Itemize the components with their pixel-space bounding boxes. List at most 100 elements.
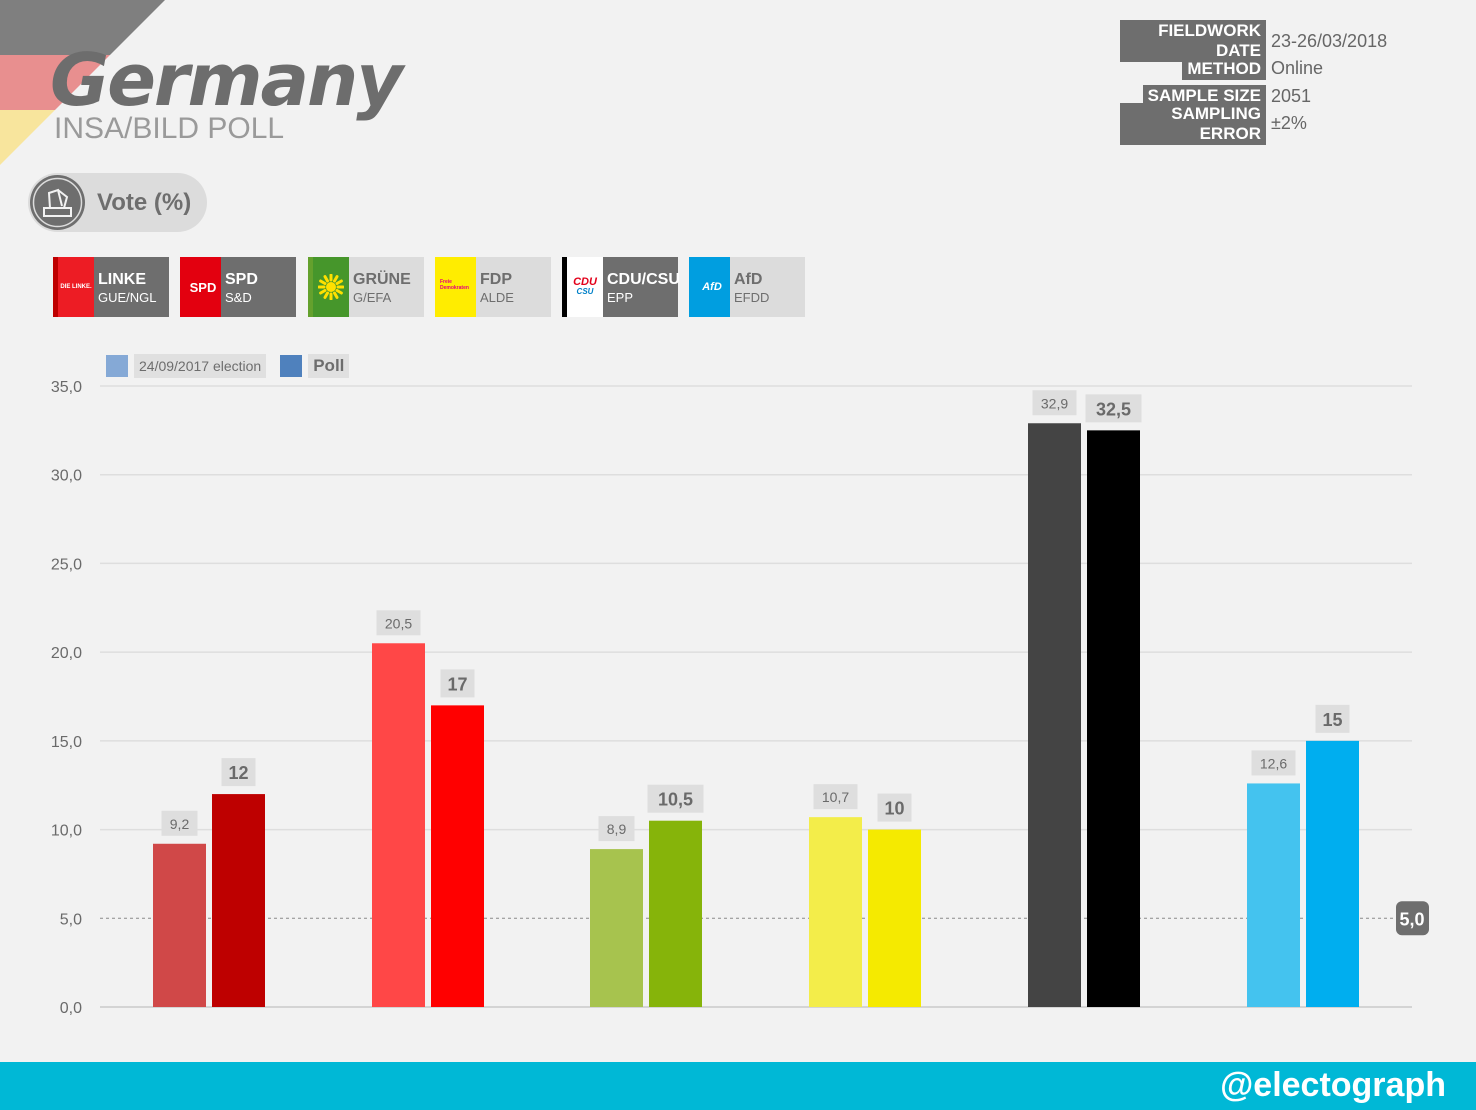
- party-group: EPP: [607, 290, 634, 305]
- meta-value: 2051: [1271, 85, 1312, 106]
- data-label-bg: [1032, 390, 1077, 416]
- data-label-election: 20,5: [385, 615, 412, 631]
- meta-value: Online: [1271, 58, 1324, 78]
- data-label-poll: 17: [447, 674, 467, 694]
- page-title: Germany: [50, 38, 403, 122]
- legend-swatch-election: [106, 355, 128, 377]
- meta-fieldwork-date: FIELDWORK DATE 23-26/03/2018: [1120, 20, 1420, 62]
- poll-metadata: FIELDWORK DATE 23-26/03/2018 METHOD Onli…: [1120, 20, 1420, 145]
- poll-subtitle: INSA/BILD POLL: [54, 112, 285, 145]
- data-label-election: 10,7: [822, 789, 849, 805]
- data-label-bg: [813, 784, 858, 810]
- data-label-bg: [1251, 750, 1296, 776]
- bar-chart: 0,0 5,0 10,0 15,0 20,0 25,0 30,0 35,0 5,0 9,2 12 20…: [51, 379, 1429, 1017]
- data-label-poll: 10,5: [658, 790, 693, 810]
- bar-poll: [868, 829, 921, 1007]
- party-logo-icon: [313, 257, 349, 317]
- party-name: SPD: [225, 271, 258, 288]
- legend-label-poll: Poll: [308, 354, 350, 378]
- party-color-edge: [180, 257, 185, 317]
- bar-election: [809, 817, 862, 1007]
- y-tick-label: 20,0: [51, 645, 82, 662]
- legend-swatch-poll: [280, 355, 303, 377]
- flag-stripe-black: [0, 0, 165, 55]
- party-color-edge: [53, 257, 58, 317]
- party-color-edge: [308, 257, 313, 317]
- bar-election: [590, 849, 643, 1007]
- party-logo-icon: CDU CSU: [567, 257, 603, 317]
- party-color-edge: [435, 257, 440, 317]
- footer-bar: @electograph: [0, 1062, 1476, 1110]
- data-label-poll: 10: [884, 799, 904, 819]
- party-color-edge: [689, 257, 694, 317]
- threshold-badge: [1396, 901, 1429, 936]
- data-label-bg: [440, 669, 475, 698]
- flag-stripe-gold: [0, 110, 55, 165]
- party-name: GRÜNE: [353, 271, 411, 288]
- data-label-bg: [161, 810, 198, 836]
- y-tick-label: 15,0: [51, 734, 82, 751]
- series-legend: 24/09/2017 election Poll: [106, 353, 363, 379]
- bar-election: [372, 643, 425, 1007]
- bar-election: [1028, 423, 1081, 1007]
- meta-sampling-error: SAMPLING ERROR ±2%: [1120, 102, 1420, 145]
- party-logo-icon: DIE LINKE.: [58, 257, 94, 317]
- data-label-poll: 15: [1322, 710, 1342, 730]
- meta-label: FIELDWORK DATE: [1120, 20, 1266, 62]
- meta-method: METHOD Online: [1120, 57, 1420, 80]
- data-label-poll: 12: [228, 763, 248, 783]
- bar-poll: [649, 820, 702, 1007]
- meta-value: 23-26/03/2018: [1271, 30, 1388, 51]
- y-tick-label: 35,0: [51, 379, 82, 396]
- party-name: FDP: [480, 271, 512, 288]
- ballot-box-icon: [30, 175, 85, 230]
- party-logo-icon: Freie Demokraten: [440, 257, 476, 317]
- legend-label-election: 24/09/2017 election: [134, 354, 267, 378]
- footer-handle: @electograph: [1220, 1066, 1446, 1104]
- party-logo-icon: AfD: [694, 257, 730, 317]
- y-tick-label: 25,0: [51, 556, 82, 573]
- bar-poll: [1306, 740, 1359, 1007]
- party-badge-fdp: Freie Demokraten FDP ALDE: [435, 257, 551, 317]
- party-name: LINKE: [98, 271, 146, 288]
- data-label-bg: [647, 784, 704, 813]
- data-label-bg: [221, 758, 256, 787]
- party-badge-cdu-csu: CDU CSU CDU/CSU EPP: [562, 257, 680, 317]
- meta-label: SAMPLING ERROR: [1120, 102, 1266, 145]
- bar-poll: [431, 705, 484, 1007]
- threshold-label: 5,0: [1399, 909, 1424, 929]
- bar-poll: [212, 794, 265, 1007]
- party-badge-spd: SPD SPD S&D: [180, 257, 296, 317]
- data-label-election: 8,9: [607, 821, 627, 837]
- data-label-election: 12,6: [1260, 755, 1287, 771]
- y-tick-label: 0,0: [60, 1000, 82, 1017]
- vote-label: Vote (%): [97, 189, 192, 216]
- y-tick-label: 30,0: [51, 468, 82, 485]
- flag-decoration: [0, 0, 165, 165]
- bar-poll: [1087, 430, 1140, 1007]
- vote-indicator: Vote (%): [28, 173, 207, 232]
- data-label-bg: [598, 816, 635, 842]
- meta-label: SAMPLE SIZE: [1142, 85, 1266, 107]
- party-color-edge: [562, 257, 567, 317]
- data-label-election: 9,2: [170, 816, 190, 832]
- bar-election: [153, 843, 206, 1007]
- party-group: G/EFA: [353, 290, 392, 305]
- party-badge-gr-ne: GRÜNE G/EFA: [308, 257, 424, 317]
- meta-label: METHOD: [1182, 57, 1266, 80]
- party-logo-icon: SPD: [185, 257, 221, 317]
- data-label-bg: [1085, 394, 1142, 423]
- party-group: ALDE: [480, 290, 514, 305]
- party-badge-afd: AfD AfD EFDD: [689, 257, 805, 317]
- party-name: CDU/CSU: [607, 271, 680, 288]
- data-label-bg: [877, 793, 912, 822]
- data-label-bg: [376, 610, 421, 636]
- bar-election: [1247, 783, 1300, 1007]
- data-label-election: 32,9: [1041, 395, 1068, 411]
- party-badge-linke: DIE LINKE. LINKE GUE/NGL: [53, 257, 169, 317]
- data-label-poll: 32,5: [1096, 399, 1131, 419]
- flag-stripe-red: [0, 55, 110, 110]
- y-tick-label: 10,0: [51, 823, 82, 840]
- meta-value: ±2%: [1271, 113, 1307, 133]
- data-label-bg: [1315, 704, 1350, 733]
